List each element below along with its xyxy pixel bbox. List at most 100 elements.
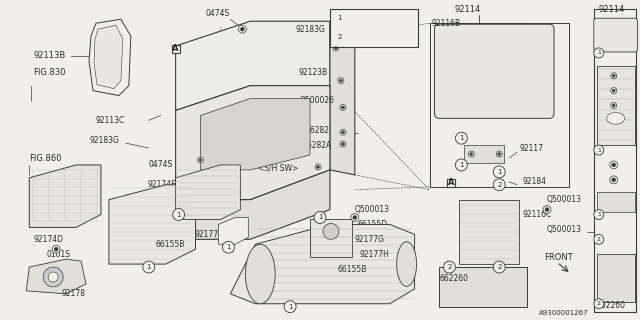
Text: 92174E: 92174E <box>148 180 177 189</box>
Polygon shape <box>200 99 310 170</box>
Circle shape <box>468 151 474 157</box>
Circle shape <box>594 145 604 155</box>
Text: 92113C: 92113C <box>96 116 125 125</box>
Text: 1: 1 <box>597 51 601 55</box>
Bar <box>596 192 635 212</box>
Polygon shape <box>175 86 330 200</box>
Text: 662260: 662260 <box>440 275 468 284</box>
Bar <box>447 179 456 187</box>
Circle shape <box>612 89 615 92</box>
Text: FRONT: FRONT <box>544 253 573 262</box>
Circle shape <box>284 301 296 313</box>
Circle shape <box>198 157 204 163</box>
Polygon shape <box>175 170 330 239</box>
Text: 1: 1 <box>597 148 601 153</box>
Circle shape <box>351 213 359 221</box>
Bar <box>596 66 635 145</box>
Circle shape <box>340 105 346 110</box>
Text: 92184: 92184 <box>522 177 546 186</box>
Text: 92177H: 92177H <box>360 250 390 259</box>
Text: 92116B: 92116B <box>431 19 461 28</box>
Text: 2: 2 <box>447 264 452 270</box>
Circle shape <box>341 106 344 109</box>
Circle shape <box>52 245 60 253</box>
Polygon shape <box>230 224 415 304</box>
Text: 1: 1 <box>459 162 463 168</box>
Circle shape <box>334 31 346 43</box>
Circle shape <box>340 141 346 147</box>
Ellipse shape <box>245 244 275 304</box>
Text: 92114: 92114 <box>454 5 481 14</box>
Text: 66155B: 66155B <box>156 240 185 249</box>
Text: A: A <box>172 44 179 53</box>
Text: 1: 1 <box>597 212 601 217</box>
Polygon shape <box>89 19 131 96</box>
Text: 1: 1 <box>147 264 151 270</box>
Circle shape <box>315 164 321 170</box>
Circle shape <box>338 78 344 84</box>
Text: 92116C: 92116C <box>522 210 552 219</box>
FancyBboxPatch shape <box>435 24 554 118</box>
Text: <S/H SW>: <S/H SW> <box>259 164 298 172</box>
Circle shape <box>353 215 357 220</box>
Circle shape <box>610 161 618 169</box>
Bar <box>429 23 569 187</box>
Bar <box>330 9 417 47</box>
Circle shape <box>314 212 326 223</box>
Polygon shape <box>26 259 86 294</box>
Circle shape <box>545 208 549 212</box>
Bar <box>440 267 527 307</box>
Circle shape <box>333 45 339 51</box>
Circle shape <box>611 102 617 108</box>
Text: 2: 2 <box>497 182 501 188</box>
Circle shape <box>594 210 604 220</box>
Bar <box>594 9 636 312</box>
Text: Q500013: Q500013 <box>547 225 582 234</box>
Text: 92114: 92114 <box>599 5 625 14</box>
Circle shape <box>173 209 184 220</box>
Text: FIG.830: FIG.830 <box>33 68 66 77</box>
Text: 921771: 921771 <box>195 230 223 239</box>
Text: 92123B: 92123B <box>298 68 327 77</box>
Circle shape <box>334 12 346 24</box>
Text: 662260: 662260 <box>596 301 626 310</box>
Bar <box>172 45 180 53</box>
Circle shape <box>594 299 604 309</box>
Bar <box>460 200 519 264</box>
Bar <box>465 145 504 163</box>
Text: Q500013: Q500013 <box>355 205 390 214</box>
Text: Q500026: Q500026 <box>300 96 335 105</box>
Circle shape <box>238 25 246 33</box>
Text: 2: 2 <box>497 264 501 270</box>
Text: 64365N: 64365N <box>350 33 383 42</box>
Circle shape <box>143 261 155 273</box>
Text: 1: 1 <box>317 214 323 220</box>
Circle shape <box>48 272 58 282</box>
Text: 1: 1 <box>459 135 463 141</box>
Text: 1: 1 <box>177 212 181 218</box>
Polygon shape <box>175 21 330 110</box>
Circle shape <box>611 88 617 93</box>
Text: 0474S: 0474S <box>148 160 173 170</box>
Text: 66155B: 66155B <box>338 265 367 274</box>
Text: 92113B: 92113B <box>33 52 65 60</box>
Circle shape <box>241 27 244 31</box>
Circle shape <box>594 48 604 58</box>
Circle shape <box>323 223 339 239</box>
Polygon shape <box>330 21 355 175</box>
Circle shape <box>612 163 616 167</box>
Text: 66155D: 66155D <box>358 220 388 229</box>
Text: 1: 1 <box>338 15 342 21</box>
Polygon shape <box>94 25 123 89</box>
Text: FIG.860: FIG.860 <box>29 154 62 163</box>
Text: 2: 2 <box>338 34 342 40</box>
Circle shape <box>223 241 234 253</box>
Polygon shape <box>218 218 248 244</box>
Text: 1: 1 <box>226 244 230 250</box>
Circle shape <box>341 131 344 134</box>
Circle shape <box>498 153 500 156</box>
Circle shape <box>444 261 456 273</box>
Polygon shape <box>109 185 196 264</box>
Text: 1: 1 <box>288 304 292 310</box>
Text: 92178: 92178 <box>61 289 85 298</box>
